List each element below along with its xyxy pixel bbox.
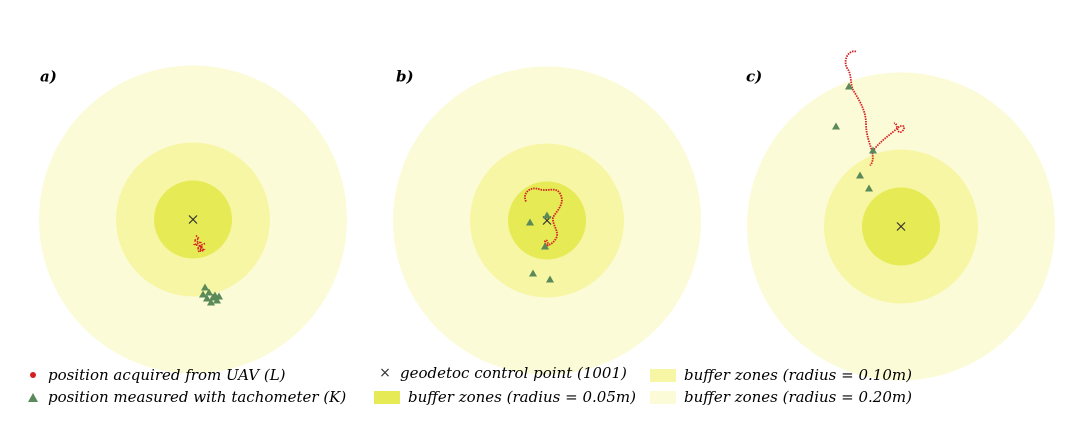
panel-label: b) (396, 68, 414, 86)
legend-item-buffer-010: buffer zones (radius = 0.10m) (650, 366, 912, 384)
legend-label: buffer zones (radius = 0.10m) (684, 366, 912, 384)
legend-item-buffer-005: buffer zones (radius = 0.05m) (374, 388, 636, 406)
swatch-icon (374, 390, 400, 404)
legend-item-tacho: position measured with tachometer (K) (24, 388, 346, 406)
control-point-marker (896, 222, 906, 231)
green-triangle-icon (28, 392, 38, 402)
legend-item-uav: position acquired from UAV (L) (24, 366, 286, 384)
legend-label: buffer zones (radius = 0.05m) (408, 388, 636, 406)
legend-label: buffer zones (radius = 0.20m) (684, 388, 912, 406)
legend-label: geodetoc control point (1001) (400, 364, 627, 382)
legend-label: position acquired from UAV (L) (48, 366, 286, 384)
tachometer-points (832, 82, 877, 192)
panel-label: a) (40, 68, 57, 86)
uav-track (524, 187, 563, 250)
panel-a: a) (39, 65, 347, 374)
legend-label: position measured with tachometer (K) (48, 388, 347, 406)
tachometer-points (526, 211, 554, 283)
panel-b: b) (393, 66, 701, 375)
panel-label: c) (746, 68, 762, 86)
legend: position acquired from UAV (L) position … (0, 360, 1080, 410)
tachometer-points (199, 283, 223, 306)
cross-marker-icon: × (379, 365, 391, 381)
swatch-icon (650, 368, 676, 382)
swatch-icon (650, 390, 676, 404)
uav-track (191, 234, 206, 253)
legend-item-control: × geodetoc control point (1001) (378, 364, 627, 382)
red-dot-icon (30, 372, 36, 378)
legend-item-buffer-020: buffer zones (radius = 0.20m) (650, 388, 912, 406)
panel-c: c) (746, 50, 1055, 381)
control-point-marker (188, 215, 198, 224)
